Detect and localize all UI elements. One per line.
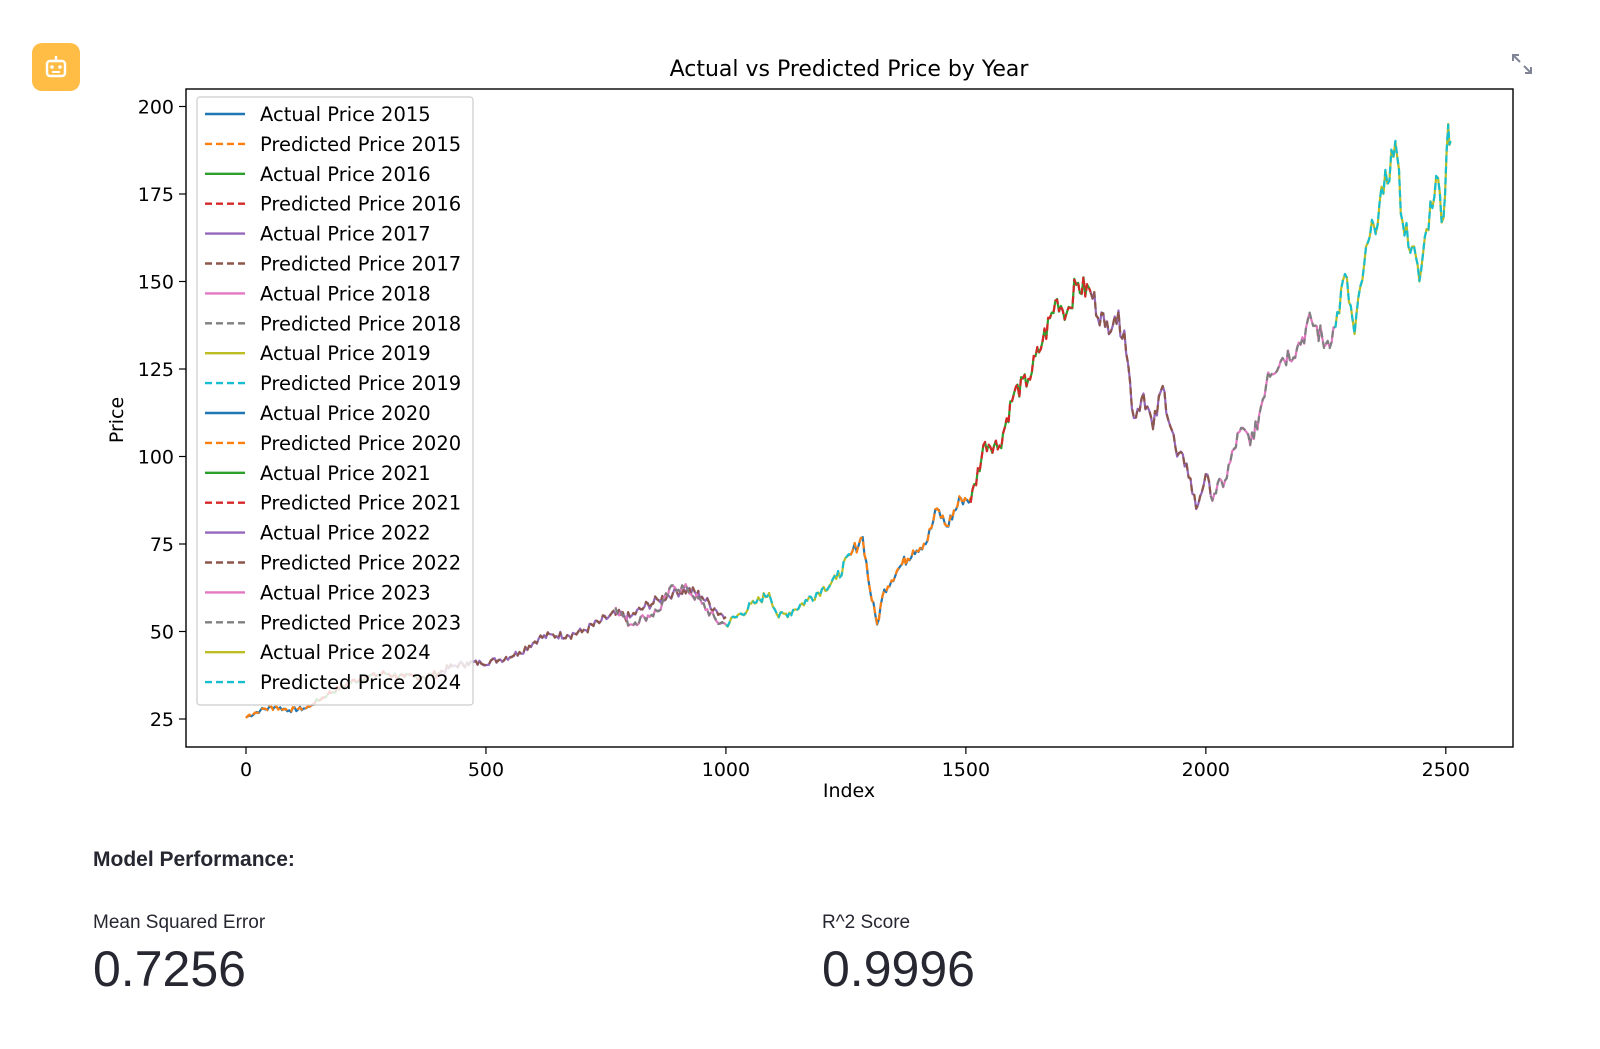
legend-label: Actual Price 2020 (260, 402, 431, 425)
series-line-predicted (1334, 123, 1452, 335)
y-tick-label: 175 (138, 184, 174, 206)
series-line-predicted (725, 553, 852, 628)
legend-box (196, 96, 474, 706)
legend-label: Predicted Price 2023 (260, 611, 461, 634)
series-line-actual (969, 276, 1092, 503)
legend-label: Actual Price 2022 (260, 522, 431, 545)
expand-icon[interactable] (1508, 50, 1536, 78)
legend-label: Predicted Price 2024 (260, 671, 461, 694)
legend-label: Predicted Price 2019 (260, 372, 461, 395)
price-chart: Actual vs Predicted Price by Year Index … (106, 57, 1514, 802)
y-tick-label: 50 (150, 622, 174, 644)
legend-label: Actual Price 2016 (260, 163, 431, 186)
legend-label: Actual Price 2023 (260, 581, 431, 604)
legend: Actual Price 2015 Predicted Price 2015 Act… (196, 96, 474, 706)
series-line-predicted (1089, 290, 1212, 510)
y-tick-label: 150 (138, 272, 174, 294)
x-tick-label: 2500 (1422, 759, 1470, 781)
series-line-predicted (245, 704, 312, 719)
mse-label: Mean Squared Error (93, 912, 266, 933)
series-line-actual (1209, 312, 1336, 502)
series-line-actual (1089, 291, 1212, 511)
x-axis-label: Index (823, 780, 875, 802)
legend-label: Actual Price 2015 (260, 103, 431, 126)
legend-label: Predicted Price 2016 (260, 193, 461, 216)
x-tick-label: 500 (468, 759, 504, 781)
y-axis-label: Price (106, 397, 128, 443)
legend-label: Actual Price 2019 (260, 342, 431, 365)
chart-title: Actual vs Predicted Price by Year (670, 57, 1030, 82)
y-tick-label: 200 (138, 97, 174, 119)
x-tick-label: 0 (240, 759, 252, 781)
y-tick-label: 75 (150, 534, 174, 556)
legend-label: Actual Price 2024 (260, 641, 431, 664)
x-tick-label: 1000 (702, 759, 750, 781)
legend-label: Predicted Price 2021 (260, 492, 461, 515)
y-tick-label: 125 (138, 359, 174, 381)
r2-label: R^2 Score (822, 912, 911, 933)
legend-label: Predicted Price 2015 (260, 133, 461, 156)
legend-label: Actual Price 2017 (260, 223, 431, 246)
x-tick-label: 1500 (942, 759, 990, 781)
legend-label: Predicted Price 2018 (260, 312, 461, 335)
performance-heading: Model Performance: (93, 848, 295, 871)
legend-label: Predicted Price 2022 (260, 552, 461, 575)
legend-label: Actual Price 2021 (260, 462, 431, 485)
series-line-predicted (614, 583, 726, 628)
legend-label: Predicted Price 2020 (260, 432, 461, 455)
legend-label: Predicted Price 2017 (260, 253, 461, 276)
mse-value: 0.7256 (93, 941, 246, 997)
x-tick-label: 2000 (1182, 759, 1230, 781)
robot-icon[interactable] (32, 43, 80, 91)
r2-value: 0.9996 (822, 941, 975, 997)
y-tick-label: 25 (150, 709, 174, 731)
plot-frame (185, 88, 1514, 748)
series-line-predicted (1209, 311, 1336, 502)
series-line-predicted (849, 495, 972, 625)
series-line-predicted (437, 586, 727, 676)
chart-container: Actual vs Predicted Price by Year Index … (106, 57, 1514, 802)
legend-label: Actual Price 2018 (260, 282, 431, 305)
series-line-predicted (969, 275, 1092, 503)
y-tick-label: 100 (138, 447, 174, 469)
